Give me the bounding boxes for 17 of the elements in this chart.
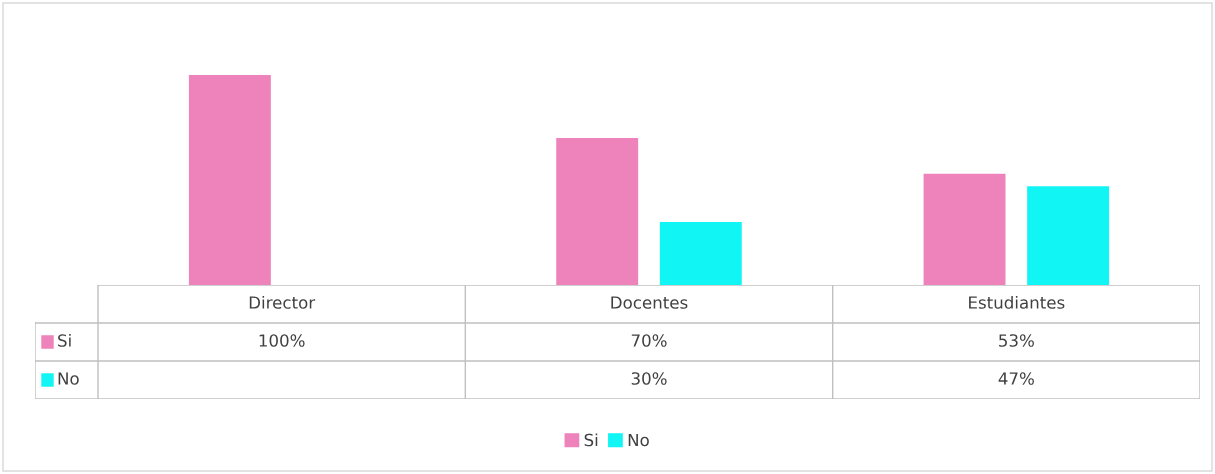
bar <box>923 173 1006 285</box>
bar <box>188 75 271 285</box>
bar <box>1027 186 1110 285</box>
bar <box>659 222 742 285</box>
x-tick-label: Docentes <box>611 296 688 309</box>
data-label: 30% <box>631 372 667 385</box>
data-label: 70% <box>631 334 667 347</box>
text: Si <box>584 433 598 447</box>
x-tick-label: Estudiantes <box>969 295 1065 309</box>
data-label: 47% <box>998 372 1034 385</box>
x-tick-label: Director <box>249 295 316 309</box>
legend-label: Si <box>58 333 71 347</box>
text: No <box>58 372 79 385</box>
data-label: 100% <box>259 334 305 347</box>
legend-label: No <box>628 433 649 447</box>
data-label: 53% <box>999 334 1034 347</box>
bar <box>556 138 639 285</box>
